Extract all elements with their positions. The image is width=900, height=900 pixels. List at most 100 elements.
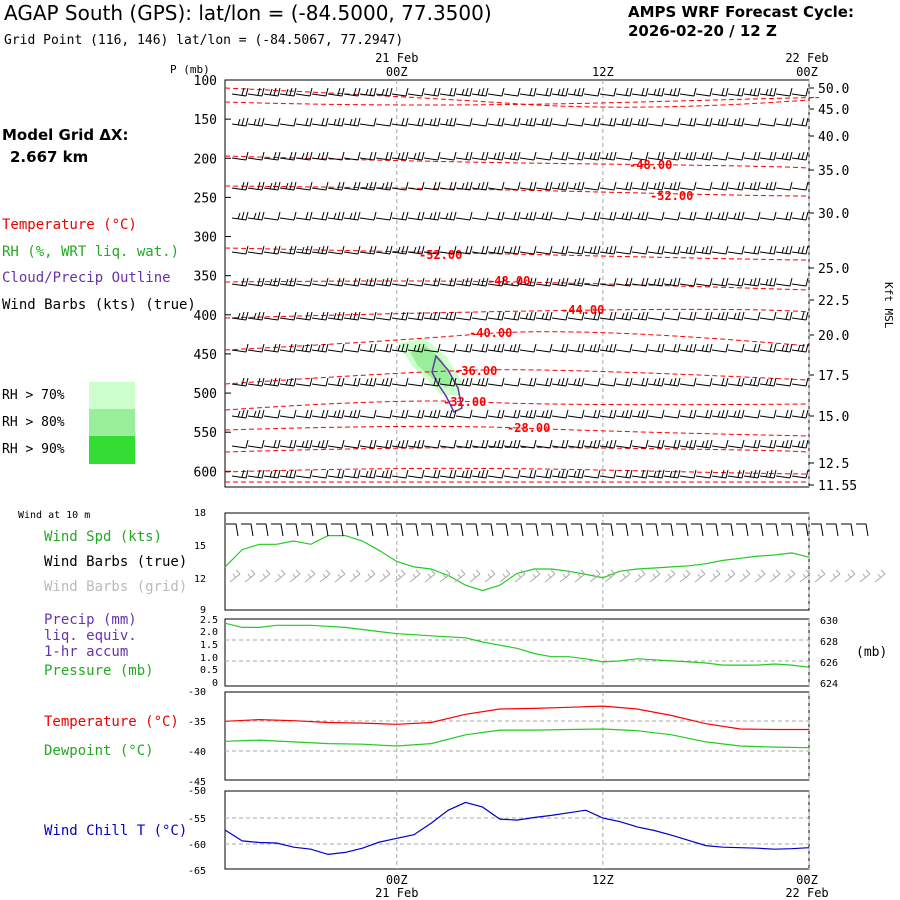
model-grid-value: 2.667 km: [10, 148, 89, 166]
wind-barb-grid: [589, 569, 601, 583]
wind-barb: [743, 117, 761, 127]
wind-barb: [311, 469, 329, 479]
pressure-label: Pressure (mb): [44, 663, 154, 679]
wind-barb: [327, 469, 345, 479]
temperature-contour: [224, 331, 810, 351]
wind-barb-true: [841, 523, 854, 537]
wind-barb: [567, 409, 585, 419]
pressure-tick-label: 200: [194, 152, 217, 167]
wind-barb-grid: [664, 569, 676, 583]
wind-barb: [679, 245, 697, 255]
wind-barb: [759, 87, 777, 97]
forecast-cycle-date: 2026-02-20 / 12 Z: [628, 22, 777, 40]
wind-barb: [727, 343, 745, 353]
wind-barb: [743, 343, 761, 353]
wind-barb: [471, 211, 489, 221]
wind-barb: [567, 87, 585, 97]
wind-barb-grid: [799, 569, 811, 583]
precip-panel-frame: [224, 618, 810, 687]
wind-barb: [503, 343, 521, 353]
wind-barb: [327, 181, 345, 191]
wind-barb-true: [271, 523, 284, 537]
bottom-time-label: 00Z: [386, 873, 408, 887]
pressure-tick-label: 600: [194, 465, 217, 480]
wind-barb-true: [511, 523, 524, 537]
wind-barb: [631, 439, 649, 449]
wind-barb: [263, 469, 281, 479]
wind-barb: [551, 439, 569, 449]
wind-barb: [407, 343, 425, 353]
value-tick-label: 624: [820, 679, 838, 690]
wind-barb: [391, 245, 409, 255]
wind-barb: [471, 151, 489, 161]
temperature-line: [224, 705, 809, 731]
wind-barb: [407, 117, 425, 127]
wind-barb: [599, 151, 617, 161]
wind-barb: [407, 311, 425, 321]
wind-barb-grid: [289, 569, 301, 583]
wind-barb-grid: [409, 569, 421, 583]
height-axis-title: Kft MSL: [882, 282, 895, 329]
temperature-contour-label: -52.00: [419, 248, 462, 262]
temperature-contour-label: -28.00: [507, 421, 550, 435]
wind-barb: [583, 117, 601, 127]
wind-barb: [679, 311, 697, 321]
wind-barb: [295, 277, 313, 287]
value-tick-label: 628: [820, 637, 838, 648]
wind-barb-grid: [484, 569, 496, 583]
wind-barb: [567, 211, 585, 221]
precip-label: Precip (mm): [44, 612, 137, 628]
wind-barb: [455, 409, 473, 419]
wind-barb: [775, 151, 793, 161]
wind-barb: [727, 377, 745, 387]
pressure-tick-label: 350: [194, 270, 217, 285]
height-tick-label: 20.0: [818, 329, 849, 344]
wind-barb: [599, 245, 617, 255]
wind-barb-grid: [349, 569, 361, 583]
wind-barb: [567, 439, 585, 449]
wind-barb: [375, 245, 393, 255]
wind-barb: [247, 409, 265, 419]
wind-barb: [663, 151, 681, 161]
wind-barb: [423, 245, 441, 255]
wind-barb: [519, 87, 537, 97]
wind-barb: [679, 277, 697, 287]
wind-barb: [375, 87, 393, 97]
wind-barb: [727, 87, 745, 97]
wind-barb: [791, 181, 809, 191]
wind-barb-true: [526, 523, 539, 537]
wind-barb: [359, 117, 377, 127]
wind-barb: [375, 311, 393, 321]
wind-barb: [343, 469, 361, 479]
legend-wind-barbs: Wind Barbs (kts) (true): [2, 297, 196, 313]
wind-barb: [535, 377, 553, 387]
wind-barb: [711, 343, 729, 353]
wind-barb: [295, 439, 313, 449]
temperature-contour: [224, 87, 810, 108]
wind-barb: [375, 211, 393, 221]
wind-barb: [631, 343, 649, 353]
value-tick-label: 0: [212, 678, 218, 689]
wind-barb: [791, 409, 809, 419]
wind-barb: [391, 377, 409, 387]
wind-barb: [503, 245, 521, 255]
wind-barb: [631, 277, 649, 287]
value-tick-label: 2.5: [200, 615, 218, 626]
wind-barb: [519, 245, 537, 255]
wind-barb: [519, 409, 537, 419]
wind-barb: [247, 277, 265, 287]
wind-barb: [439, 409, 457, 419]
wind-barb: [279, 409, 297, 419]
wind-barb: [775, 377, 793, 387]
wind-barb: [647, 469, 665, 479]
wind-barb: [647, 181, 665, 191]
wind-barb: [439, 277, 457, 287]
wind-barb: [423, 117, 441, 127]
height-tick-label: 17.5: [818, 369, 849, 384]
wind-barb: [247, 343, 265, 353]
wind-barb: [375, 151, 393, 161]
wind-barb-true: [706, 523, 719, 537]
wind-barb: [375, 469, 393, 479]
top-time-label: 00Z: [796, 65, 818, 79]
